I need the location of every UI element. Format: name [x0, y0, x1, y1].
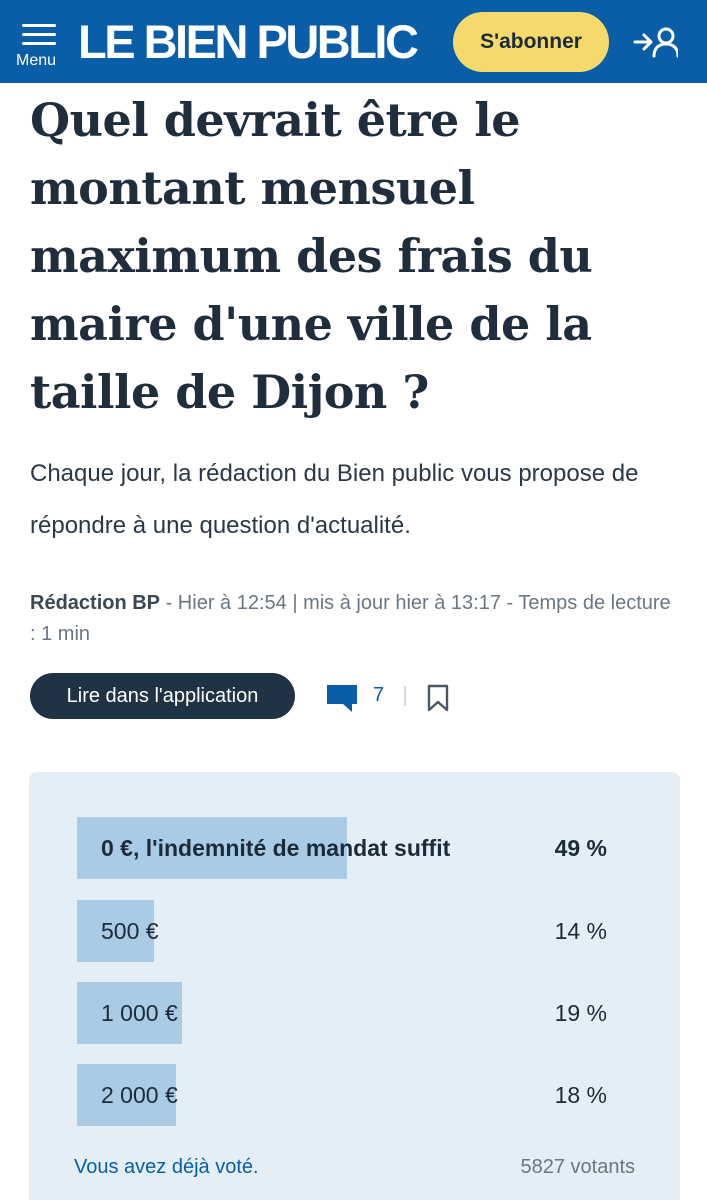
login-user-icon[interactable]: [632, 26, 678, 58]
comment-count[interactable]: 7: [373, 684, 385, 706]
poll-option-percent: 18 %: [554, 1082, 607, 1108]
site-header: Menu LE BIEN PUBLIC S'abonner: [0, 0, 707, 83]
voter-count: 5827 votants: [520, 1156, 635, 1178]
article-byline: Rédaction BP - Hier à 12:54 | mis à jour…: [30, 588, 680, 650]
poll-bar: [77, 982, 182, 1044]
byline-meta: - Hier à 12:54 | mis à jour hier à 13:17…: [30, 592, 671, 645]
poll-option[interactable]: 0 €, l'indemnité de mandat suffit 49 %: [77, 817, 607, 879]
byline-author: Rédaction BP: [30, 592, 161, 614]
menu-label: Menu: [16, 52, 57, 69]
poll-bar: [77, 1064, 176, 1126]
bookmark-icon[interactable]: [427, 684, 449, 712]
poll-option-percent: 14 %: [554, 918, 607, 944]
hamburger-icon: [22, 24, 56, 51]
menu-button[interactable]: Menu: [16, 22, 66, 70]
already-voted-notice: Vous avez déjà voté.: [74, 1156, 259, 1178]
poll-option[interactable]: 2 000 € 18 %: [77, 1064, 607, 1126]
subscribe-button[interactable]: S'abonner: [453, 12, 609, 72]
poll-bar: [77, 900, 154, 962]
poll-option[interactable]: 1 000 € 19 %: [77, 982, 607, 1044]
poll-option-label: 0 €, l'indemnité de mandat suffit: [101, 835, 451, 861]
article-title: Quel devrait être le montant mensuel max…: [30, 93, 593, 419]
poll-results: 0 €, l'indemnité de mandat suffit 49 % 5…: [29, 772, 680, 1200]
poll-option-label: 1 000 €: [101, 1000, 178, 1026]
poll-option[interactable]: 500 € 14 %: [77, 900, 607, 962]
comment-icon[interactable]: [326, 683, 358, 713]
site-logo[interactable]: LE BIEN PUBLIC: [78, 15, 419, 68]
poll-option-percent: 19 %: [554, 1000, 607, 1026]
poll-option-percent: 49 %: [554, 835, 607, 861]
poll-bar: [77, 817, 347, 879]
poll-option-label: 500 €: [101, 918, 159, 944]
divider: [404, 686, 406, 706]
read-in-app-button[interactable]: Lire dans l'application: [30, 673, 295, 719]
poll-option-label: 2 000 €: [101, 1082, 178, 1108]
article-lead: Chaque jour, la rédaction du Bien public…: [30, 460, 639, 539]
